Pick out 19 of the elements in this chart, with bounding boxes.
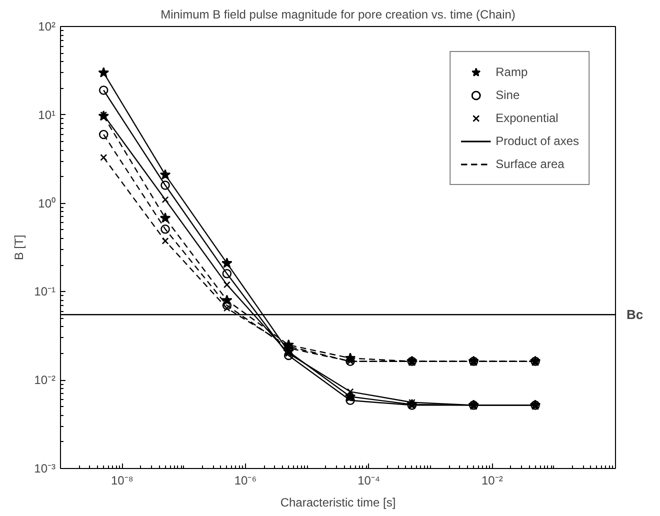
x-tick-label: 10⁻² [481,474,503,488]
annotation: Product of axes [496,134,579,148]
x-axis-title: Characteristic time [s] [280,496,396,510]
annotation: Surface area [496,157,564,171]
y-tick-label: 10⁻² [34,373,56,388]
legend-label: Exponential [496,111,558,125]
x-tick-label: 10⁻⁶ [234,474,257,488]
chart-title: Minimum B field pulse magnitude for pore creation vs. time (Chain) [160,8,516,22]
x-tick-label: 10⁻⁸ [110,474,134,488]
ref-line-label: Bc [626,307,644,322]
legend-label: Ramp [496,65,528,79]
y-tick-label: 10² [38,20,56,34]
y-tick-label: 10⁻³ [34,462,56,476]
y-tick-label: 10⁰ [38,196,56,210]
x-tick-label: 10⁻⁴ [358,474,380,488]
y-tick-label: 10¹ [38,108,56,122]
legend-label: Sine [496,88,520,102]
y-axis-title: B [T] [12,234,26,260]
y-tick-label: 10⁻¹ [34,284,56,299]
